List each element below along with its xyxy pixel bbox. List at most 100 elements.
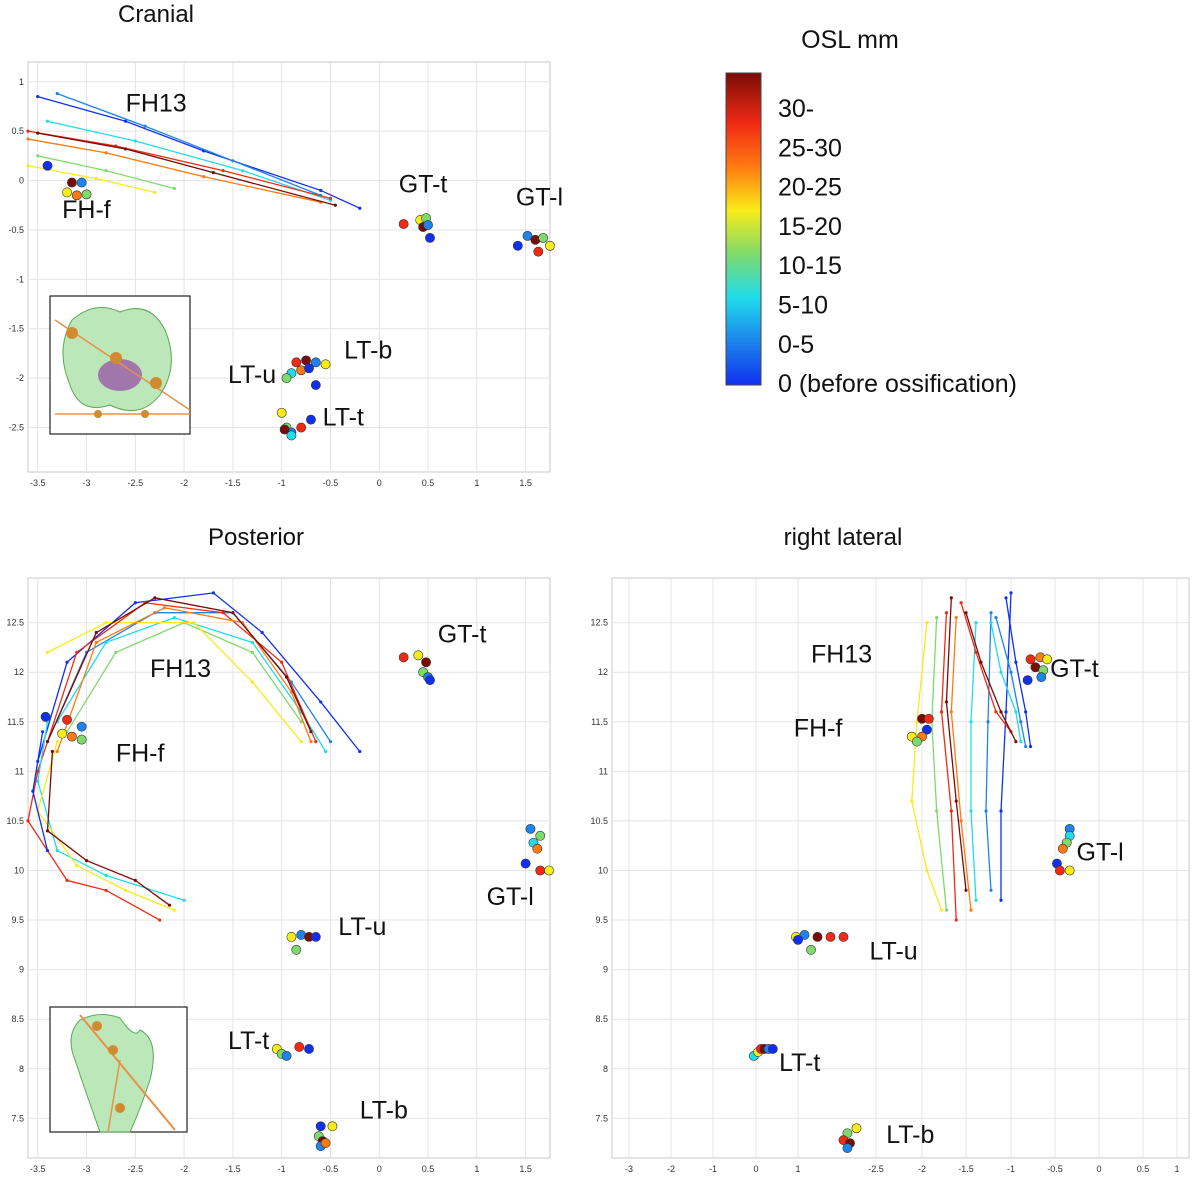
series-point <box>935 809 939 813</box>
series-point <box>250 650 255 654</box>
series-point <box>954 918 958 922</box>
series-point <box>964 611 968 615</box>
landmark-marker <box>76 734 87 745</box>
landmark-marker <box>532 843 543 854</box>
landmark-marker <box>425 675 435 686</box>
series-point <box>153 596 157 600</box>
series-line <box>37 602 317 772</box>
series-line <box>47 120 331 201</box>
landmark-marker <box>320 1138 331 1149</box>
series-point <box>94 176 98 181</box>
series-point <box>1024 744 1028 749</box>
series-point <box>944 611 949 615</box>
landmark-label: GT-l <box>516 183 563 211</box>
landmark-marker <box>535 865 546 876</box>
series-point <box>104 621 108 625</box>
series-point <box>104 640 108 645</box>
x-tick-label: 1.5 <box>519 478 532 488</box>
y-tick-label: 9 <box>19 965 24 975</box>
y-tick-label: 10 <box>598 865 608 875</box>
series-point <box>50 749 54 754</box>
landmark-label: LT-t <box>228 1027 269 1055</box>
series-point <box>319 188 323 193</box>
y-tick-label: 12.5 <box>6 618 24 628</box>
series-line <box>931 617 948 911</box>
series-point <box>143 124 147 128</box>
x-tick-label: -2.5 <box>128 478 144 488</box>
series-point <box>104 888 108 892</box>
legend-entry: 30- <box>778 95 814 123</box>
series-point <box>45 119 50 123</box>
landmark-marker <box>286 932 297 942</box>
series-point <box>45 739 50 744</box>
series-point <box>989 621 993 625</box>
landmark-marker <box>812 932 823 942</box>
cranial-inset-rendering <box>49 295 191 435</box>
landmark-marker <box>279 424 290 435</box>
x-tick-label: -3 <box>625 1164 633 1174</box>
landmark-marker <box>923 713 934 724</box>
x-tick-label: -1 <box>278 478 286 488</box>
series-point <box>114 650 118 654</box>
x-tick-label: -1 <box>1007 1164 1015 1174</box>
series-point <box>26 819 30 823</box>
y-tick-label: 11.5 <box>591 717 608 727</box>
series-line <box>945 597 967 891</box>
x-tick-label: 0 <box>377 478 382 488</box>
series-point <box>250 640 255 645</box>
series-point <box>104 169 108 173</box>
series-line <box>46 597 312 742</box>
series-point <box>939 710 944 714</box>
x-tick-label: 0 <box>1096 1164 1101 1174</box>
legend-entry: 15-20 <box>778 213 842 241</box>
series-point <box>959 601 963 605</box>
landmark-marker <box>71 190 82 201</box>
landmark-label: GT-l <box>487 883 534 911</box>
series-point <box>309 739 313 744</box>
landmark-marker <box>911 736 922 747</box>
series-line <box>950 617 972 911</box>
x-tick-label: -0.5 <box>323 1164 339 1174</box>
landmark-label: LT-b <box>886 1121 934 1149</box>
landmark-label: LT-u <box>338 913 386 941</box>
landmark-marker <box>525 823 536 834</box>
y-tick-label: 10 <box>14 865 24 875</box>
x-tick-label: 0 <box>753 1164 758 1174</box>
x-tick-label: 0.5 <box>422 1164 435 1174</box>
panel-title-right-lateral: right lateral <box>784 524 903 551</box>
landmark-marker <box>851 1123 862 1134</box>
y-tick-label: 12 <box>14 667 24 677</box>
y-tick-label: 8 <box>19 1064 24 1074</box>
y-tick-label: -1.5 <box>8 324 24 334</box>
series-point <box>954 799 958 803</box>
series-point <box>1004 596 1008 600</box>
landmark-marker <box>320 359 331 370</box>
series-line <box>985 612 992 891</box>
series-point <box>202 175 206 179</box>
landmark-marker <box>57 728 68 739</box>
series-point <box>123 147 128 151</box>
landmark-marker <box>276 407 287 418</box>
landmark-marker <box>76 177 87 188</box>
landmark-marker <box>520 858 531 869</box>
colorbar <box>725 72 762 386</box>
landmark-marker <box>838 932 849 942</box>
series-line <box>27 138 321 203</box>
y-tick-label: 11 <box>599 766 608 776</box>
series-point <box>925 621 929 625</box>
landmark-marker <box>799 930 810 940</box>
legend-entry: 0 (before ossification) <box>778 370 1017 398</box>
landmark-marker <box>327 1121 338 1132</box>
series-point <box>994 616 998 620</box>
series-point <box>964 888 968 892</box>
series-point <box>36 131 40 135</box>
landmark-marker <box>306 414 316 425</box>
series-point <box>45 650 50 654</box>
landmark-marker <box>304 1044 314 1054</box>
series-point <box>974 621 978 625</box>
y-tick-label: 12 <box>598 667 608 677</box>
y-tick-label: 1 <box>19 77 24 87</box>
x-tick-label: -1.5 <box>225 478 241 488</box>
landmark-label: GT-t <box>399 170 448 198</box>
series-point <box>299 739 303 744</box>
